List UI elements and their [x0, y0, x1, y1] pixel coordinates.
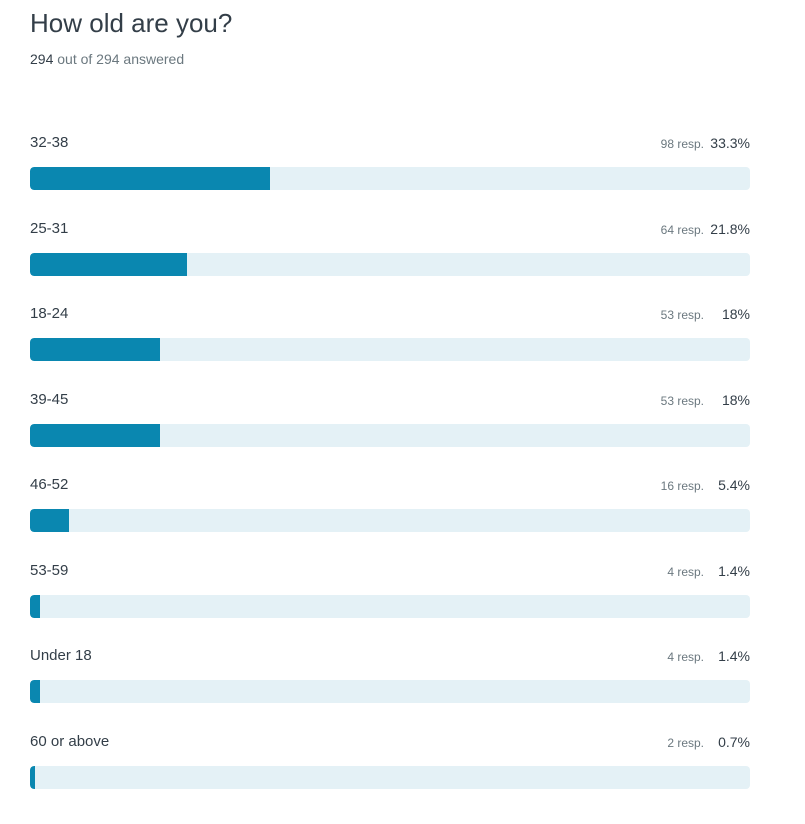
answer-row-header: 18-24 53 resp. 18%: [30, 302, 750, 326]
answered-suffix: out of 294 answered: [57, 51, 185, 67]
answer-row-header: 53-59 4 resp. 1.4%: [30, 559, 750, 583]
bar-track: [30, 680, 750, 703]
answer-stats: 16 resp. 5.4%: [661, 475, 750, 496]
answer-row: 53-59 4 resp. 1.4%: [30, 559, 750, 645]
answer-row-header: 60 or above 2 resp. 0.7%: [30, 730, 750, 754]
bar-track: [30, 167, 750, 190]
answer-row: 32-38 98 resp. 33.3%: [30, 131, 750, 217]
response-count: 16 resp.: [660, 479, 704, 493]
answer-label: 53-59: [30, 561, 69, 579]
response-percent: 18%: [721, 391, 750, 408]
response-percent: 1.4%: [718, 648, 750, 664]
bar-fill: [30, 509, 69, 532]
answer-row: 18-24 53 resp. 18%: [30, 302, 750, 388]
answer-stats: 4 resp. 1.4%: [667, 646, 750, 667]
response-percent: 21.8%: [710, 220, 750, 237]
response-percent: 18%: [721, 306, 750, 322]
answer-stats: 2 resp. 0.7%: [667, 732, 750, 753]
response-percent: 1.4%: [718, 562, 750, 579]
bar-track: [30, 338, 750, 361]
response-count: 98 resp.: [660, 137, 704, 151]
answer-row-header: 46-52 16 resp. 5.4%: [30, 473, 750, 497]
answer-label: Under 18: [30, 647, 92, 664]
answer-stats: 4 resp. 1.4%: [667, 561, 750, 582]
bar-track: [30, 509, 750, 532]
answer-row: 39-45 53 resp. 18%: [30, 388, 750, 474]
response-count: 53 resp.: [660, 393, 704, 408]
answer-stats: 64 resp. 21.8%: [661, 219, 750, 240]
question-title: How old are you?: [30, 8, 233, 38]
bar-track: [30, 594, 750, 618]
answer-label: 18-24: [30, 305, 69, 322]
bar-fill: [30, 765, 36, 789]
answer-label: 39-45: [30, 390, 69, 408]
response-percent: 0.7%: [718, 733, 750, 750]
answer-label: 60 or above: [30, 732, 110, 750]
bar-fill: [30, 423, 160, 447]
bar-fill: [30, 167, 270, 190]
response-count: 4 resp.: [667, 564, 704, 579]
response-count: 2 resp.: [667, 735, 704, 750]
bar-fill: [30, 252, 187, 276]
bar-track: [30, 252, 750, 276]
answer-label: 25-31: [30, 219, 69, 237]
answer-row-header: 39-45 53 resp. 18%: [30, 388, 750, 412]
answer-label: 32-38: [30, 134, 69, 151]
response-count: 4 resp.: [667, 650, 704, 664]
answer-row: Under 18 4 resp. 1.4%: [30, 644, 750, 730]
answer-stats: 53 resp. 18%: [661, 304, 750, 325]
response-percent: 5.4%: [718, 477, 750, 493]
response-bar-chart: 32-38 98 resp. 33.3% 25-31 64 resp. 21.8% 18-2…: [30, 131, 750, 815]
bar-track: [30, 765, 750, 789]
answer-row-header: 25-31 64 resp. 21.8%: [30, 217, 750, 241]
answer-stats: 53 resp. 18%: [661, 390, 750, 411]
answer-label: 46-52: [30, 476, 69, 493]
bar-fill: [30, 680, 41, 703]
answer-row: 25-31 64 resp. 21.8%: [30, 217, 750, 303]
response-percent: 33.3%: [710, 135, 750, 151]
answer-row-header: Under 18 4 resp. 1.4%: [30, 644, 750, 668]
bar-fill: [30, 338, 160, 361]
answer-stats: 98 resp. 33.3%: [661, 133, 750, 154]
bar-fill: [30, 594, 41, 618]
answer-row-header: 32-38 98 resp. 33.3%: [30, 131, 750, 155]
response-count: 53 resp.: [660, 308, 704, 322]
answered-summary: 294 out of 294 answered: [30, 50, 184, 68]
response-count: 64 resp.: [660, 222, 704, 237]
answer-row: 46-52 16 resp. 5.4%: [30, 473, 750, 559]
answered-count: 294: [30, 51, 54, 67]
answer-row: 60 or above 2 resp. 0.7%: [30, 730, 750, 816]
bar-track: [30, 423, 750, 447]
